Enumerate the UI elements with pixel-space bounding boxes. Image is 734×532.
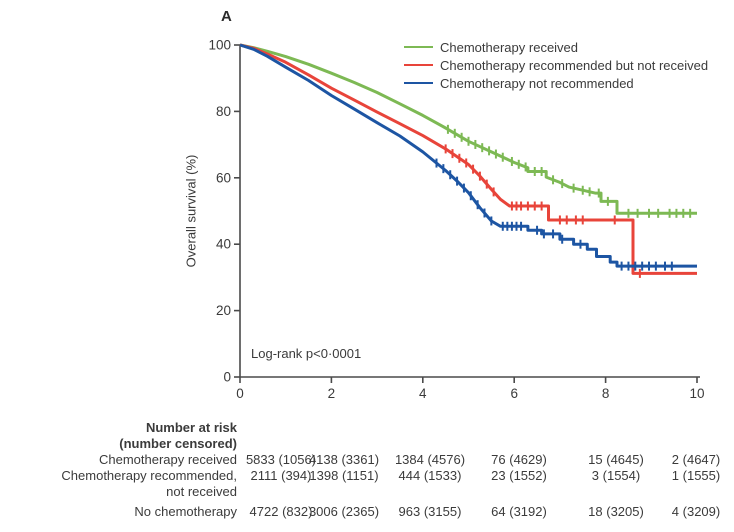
x-tick-label: 8: [602, 386, 610, 401]
risk-value: 64 (3192): [491, 504, 547, 519]
risk-row-label-received: Chemotherapy received: [98, 452, 237, 467]
risk-row-label-no-chemo: No chemotherapy: [134, 504, 237, 519]
legend-label: Chemotherapy received: [440, 39, 579, 55]
legend-line-green-icon: [404, 45, 433, 49]
legend-line-blue-icon: [404, 81, 433, 85]
risk-value: 1 (1555): [671, 468, 721, 483]
risk-value: 444 (1533): [398, 468, 462, 483]
risk-value: 4 (3209): [671, 504, 721, 519]
risk-value: 4138 (3361): [308, 452, 380, 467]
legend-line-red-icon: [404, 63, 433, 67]
x-tick-label: 2: [328, 386, 336, 401]
x-tick-label: 6: [510, 386, 518, 401]
risk-table-header-line1: Number at risk: [145, 420, 237, 435]
risk-value: 4722 (832): [249, 504, 313, 519]
x-tick-label: 0: [236, 386, 244, 401]
risk-value: 18 (3205): [588, 504, 644, 519]
y-tick-label: 80: [216, 104, 231, 119]
legend-item-recommended-not-received: Chemotherapy recommended but not receive…: [404, 56, 708, 74]
risk-row-label-recommended-line1: Chemotherapy recommended,: [61, 468, 237, 483]
risk-value: 963 (3155): [398, 504, 462, 519]
chart-legend: Chemotherapy received Chemotherapy recom…: [404, 38, 708, 92]
risk-value: 15 (4645): [588, 452, 644, 467]
legend-item-received: Chemotherapy received: [404, 38, 708, 56]
y-tick-label: 60: [216, 170, 231, 185]
x-tick-label: 4: [419, 386, 427, 401]
risk-value: 3 (1554): [591, 468, 641, 483]
risk-value: 1384 (4576): [394, 452, 466, 467]
risk-row-label-recommended-line2: not received: [166, 484, 237, 499]
legend-item-not-recommended: Chemotherapy not recommended: [404, 74, 708, 92]
y-tick-label: 20: [216, 303, 231, 318]
risk-value: 1398 (1151): [309, 468, 379, 483]
km-curve-2: [239, 43, 697, 268]
legend-label: Chemotherapy not recommended: [440, 75, 634, 91]
risk-table-header-line2: (number censored): [119, 436, 237, 451]
y-tick-label: 0: [223, 370, 231, 385]
panel-label: A: [221, 8, 232, 25]
risk-value: 2 (4647): [671, 452, 721, 467]
risk-value: 3006 (2365): [308, 504, 380, 519]
y-tick-label: 100: [208, 38, 231, 53]
risk-value: 76 (4629): [491, 452, 547, 467]
legend-label: Chemotherapy recommended but not receive…: [440, 57, 709, 73]
x-tick-label: 10: [689, 386, 704, 401]
log-rank-annotation: Log-rank p<0·0001: [251, 346, 362, 361]
y-tick-label: 40: [216, 237, 231, 252]
risk-value: 23 (1552): [491, 468, 547, 483]
risk-value: 2111 (394): [250, 468, 312, 483]
risk-value: 5833 (1056): [245, 452, 317, 467]
